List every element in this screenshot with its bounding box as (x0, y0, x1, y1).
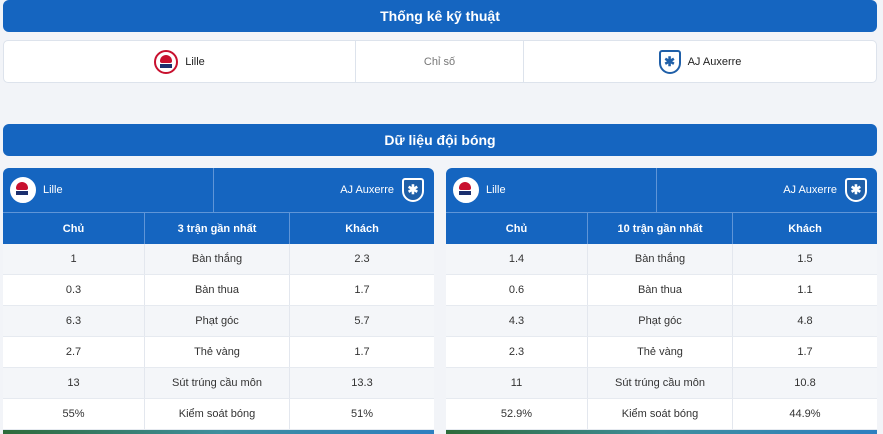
away-value: 1.7 (797, 346, 813, 358)
stats-table-body: 1.4 Bàn thắng 1.5 0.6 Bàn thua 1.1 4.3 P… (446, 244, 877, 430)
stat-label: Sút trúng cầu môn (145, 368, 290, 398)
table-row: 1 Bàn thắng 2.3 (3, 244, 434, 275)
metric-label-cell: Chỉ số (356, 41, 524, 82)
away-team-name: AJ Auxerre (687, 55, 742, 68)
lille-crest-icon (453, 177, 479, 203)
stats-table-header: Chủ 10 trận gần nhất Khách (446, 212, 877, 244)
table-row: 1.4 Bàn thắng 1.5 (446, 244, 877, 275)
stat-label: Kiểm soát bóng (588, 399, 733, 429)
table-row: 0.3 Bàn thua 1.7 (3, 275, 434, 306)
home-value: 1.4 (446, 244, 588, 274)
stats-panel-recent-3: Lille AJ Auxerre ✱ Chủ 3 trận gần nhất K… (3, 168, 434, 434)
stat-label: Bàn thua (588, 275, 733, 305)
auxerre-crest-icon: ✱ (845, 178, 867, 202)
home-value: 4.3 (446, 306, 588, 336)
stat-label: Thẻ vàng (145, 337, 290, 367)
technical-stats-header: Thống kê kỹ thuật (3, 0, 877, 32)
away-value: 2.3 (354, 253, 370, 265)
panel-away-team-name: AJ Auxerre (340, 184, 394, 196)
stat-label: Phạt góc (145, 306, 290, 336)
home-team-cell[interactable]: Lille (4, 41, 356, 82)
home-value: 0.6 (446, 275, 588, 305)
away-value: 10.8 (794, 377, 816, 389)
panel-away-team[interactable]: AJ Auxerre ✱ (214, 168, 434, 212)
table-row: 13 Sút trúng cầu môn 13.3 (3, 368, 434, 399)
away-value: 1.1 (797, 284, 813, 296)
stat-label: Kiểm soát bóng (145, 399, 290, 429)
home-value: 55% (3, 399, 145, 429)
stat-label: Bàn thắng (588, 244, 733, 274)
home-value: 11 (446, 368, 588, 398)
panel-away-team-name: AJ Auxerre (783, 184, 837, 196)
technical-stats-title: Thống kê kỹ thuật (380, 8, 500, 24)
panel-home-team-name: Lille (43, 184, 63, 196)
panel-home-team[interactable]: Lille (3, 168, 214, 212)
away-value: 1.5 (797, 253, 813, 265)
stats-panel-recent-10: Lille AJ Auxerre ✱ Chủ 10 trận gần nhất … (446, 168, 877, 434)
home-team-name: Lille (185, 55, 205, 68)
table-row: 55% Kiểm soát bóng 51% (3, 399, 434, 430)
away-value: 51% (350, 408, 374, 420)
stats-table-body: 1 Bàn thắng 2.3 0.3 Bàn thua 1.7 6.3 Phạ… (3, 244, 434, 430)
away-value: 5.7 (354, 315, 370, 327)
metric-label: Chỉ số (423, 55, 456, 68)
stats-table-header: Chủ 3 trận gần nhất Khách (3, 212, 434, 244)
column-period: 3 trận gần nhất (145, 213, 290, 244)
panel-home-team-name: Lille (486, 184, 506, 196)
match-teams-bar: Lille Chỉ số ✱ AJ Auxerre (3, 40, 877, 83)
panel-footer-strip (3, 430, 434, 434)
stat-label: Sút trúng cầu môn (588, 368, 733, 398)
column-home: Chủ (3, 213, 145, 244)
panel-team-header: Lille AJ Auxerre ✱ (3, 168, 434, 212)
table-row: 0.6 Bàn thua 1.1 (446, 275, 877, 306)
table-row: 2.7 Thẻ vàng 1.7 (3, 337, 434, 368)
home-value: 2.7 (3, 337, 145, 367)
table-row: 11 Sút trúng cầu môn 10.8 (446, 368, 877, 399)
team-data-title: Dữ liệu đội bóng (384, 132, 496, 148)
stat-label: Thẻ vàng (588, 337, 733, 367)
table-row: 6.3 Phạt góc 5.7 (3, 306, 434, 337)
column-period: 10 trận gần nhất (588, 213, 733, 244)
panel-footer-strip (446, 430, 877, 434)
panel-team-header: Lille AJ Auxerre ✱ (446, 168, 877, 212)
home-value: 0.3 (3, 275, 145, 305)
team-data-header: Dữ liệu đội bóng (3, 124, 877, 156)
home-value: 1 (3, 244, 145, 274)
stat-label: Phạt góc (588, 306, 733, 336)
auxerre-crest-icon: ✱ (658, 49, 681, 74)
table-row: 52.9% Kiểm soát bóng 44.9% (446, 399, 877, 430)
away-team-cell[interactable]: ✱ AJ Auxerre (524, 41, 876, 82)
stat-label: Bàn thua (145, 275, 290, 305)
column-home: Chủ (446, 213, 588, 244)
home-value: 6.3 (3, 306, 145, 336)
table-row: 4.3 Phạt góc 4.8 (446, 306, 877, 337)
lille-crest-icon (10, 177, 36, 203)
home-value: 13 (3, 368, 145, 398)
home-value: 52.9% (446, 399, 588, 429)
column-away: Khách (345, 222, 379, 235)
away-value: 1.7 (354, 346, 370, 358)
panel-away-team[interactable]: AJ Auxerre ✱ (657, 168, 877, 212)
away-value: 4.8 (797, 315, 813, 327)
panel-home-team[interactable]: Lille (446, 168, 657, 212)
away-value: 44.9% (789, 408, 821, 420)
away-value: 1.7 (354, 284, 370, 296)
table-row: 2.3 Thẻ vàng 1.7 (446, 337, 877, 368)
column-away: Khách (788, 222, 822, 235)
auxerre-crest-icon: ✱ (402, 178, 424, 202)
lille-crest-icon (154, 49, 179, 74)
away-value: 13.3 (351, 377, 373, 389)
home-value: 2.3 (446, 337, 588, 367)
stat-label: Bàn thắng (145, 244, 290, 274)
